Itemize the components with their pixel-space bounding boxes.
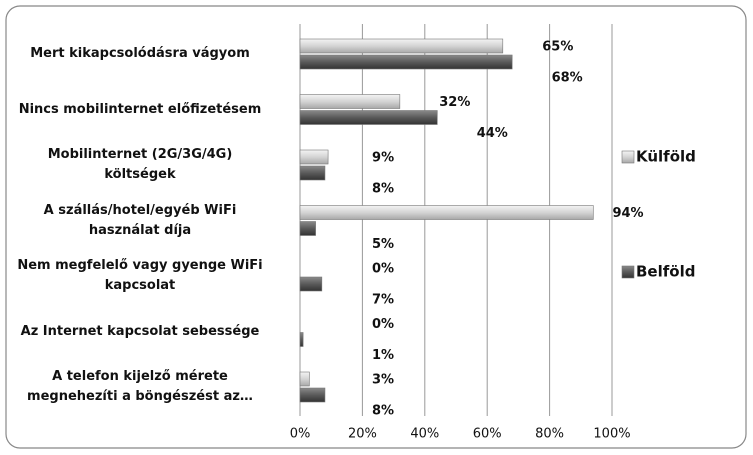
category-label: Mobilinternet (2G/3G/4G) költségek (47, 147, 233, 182)
data-label: 65% (542, 40, 573, 55)
bar (299, 371, 310, 387)
data-label: 44% (477, 126, 508, 141)
bar (299, 110, 438, 125)
category-label: Az Internet kapcsolat sebessége (20, 323, 260, 339)
data-label: 94% (612, 206, 643, 221)
data-label: 32% (439, 95, 470, 110)
x-tick-label: 100% (593, 427, 630, 442)
bar (299, 38, 504, 54)
data-label: 0% (372, 317, 394, 332)
data-label: 5% (372, 237, 394, 252)
category-label: A telefon kijelző mérete megnehezíti a b… (27, 369, 253, 404)
data-label: 8% (372, 404, 394, 419)
legend-swatch (621, 265, 635, 279)
category-label: Mert kikapcsolódásra vágyom (30, 46, 250, 61)
x-tick-label: 40% (410, 427, 439, 442)
data-label: 7% (372, 293, 394, 308)
bar (299, 54, 513, 70)
data-label: 1% (372, 348, 394, 363)
chart-border (5, 5, 747, 449)
x-tick-label: 20% (348, 427, 377, 442)
data-label: 0% (372, 262, 394, 277)
legend-label: Belföld (636, 263, 695, 281)
legend-label: Külföld (636, 148, 696, 166)
legend-swatch (621, 150, 635, 164)
category-label: Nem megfelelő vagy gyenge WiFi kapcsolat (17, 258, 263, 293)
x-tick-label: 60% (473, 427, 502, 442)
data-label: 8% (372, 182, 394, 197)
bar (299, 221, 316, 236)
category-label: A szállás/hotel/egyéb WiFi használat díj… (43, 202, 237, 238)
x-tick-label: 80% (535, 427, 564, 442)
bar (299, 149, 329, 165)
bar (299, 332, 304, 347)
bar (299, 387, 326, 403)
bar (299, 165, 326, 181)
bar (299, 205, 594, 220)
category-label: Nincs mobilinternet előfizetésem (18, 101, 262, 117)
data-label: 68% (552, 71, 583, 86)
bar (299, 276, 323, 292)
data-label: 9% (372, 151, 394, 166)
data-label: 3% (372, 373, 394, 388)
bar (299, 94, 401, 109)
x-tick-label: 0% (290, 427, 311, 442)
